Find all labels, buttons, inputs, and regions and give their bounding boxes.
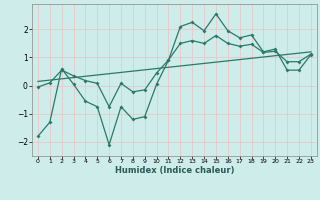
X-axis label: Humidex (Indice chaleur): Humidex (Indice chaleur) — [115, 166, 234, 175]
